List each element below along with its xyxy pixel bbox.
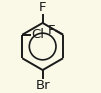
Text: F: F — [39, 1, 46, 14]
Text: Br: Br — [35, 79, 50, 92]
Text: Cl: Cl — [32, 28, 45, 41]
Text: F: F — [47, 24, 55, 37]
